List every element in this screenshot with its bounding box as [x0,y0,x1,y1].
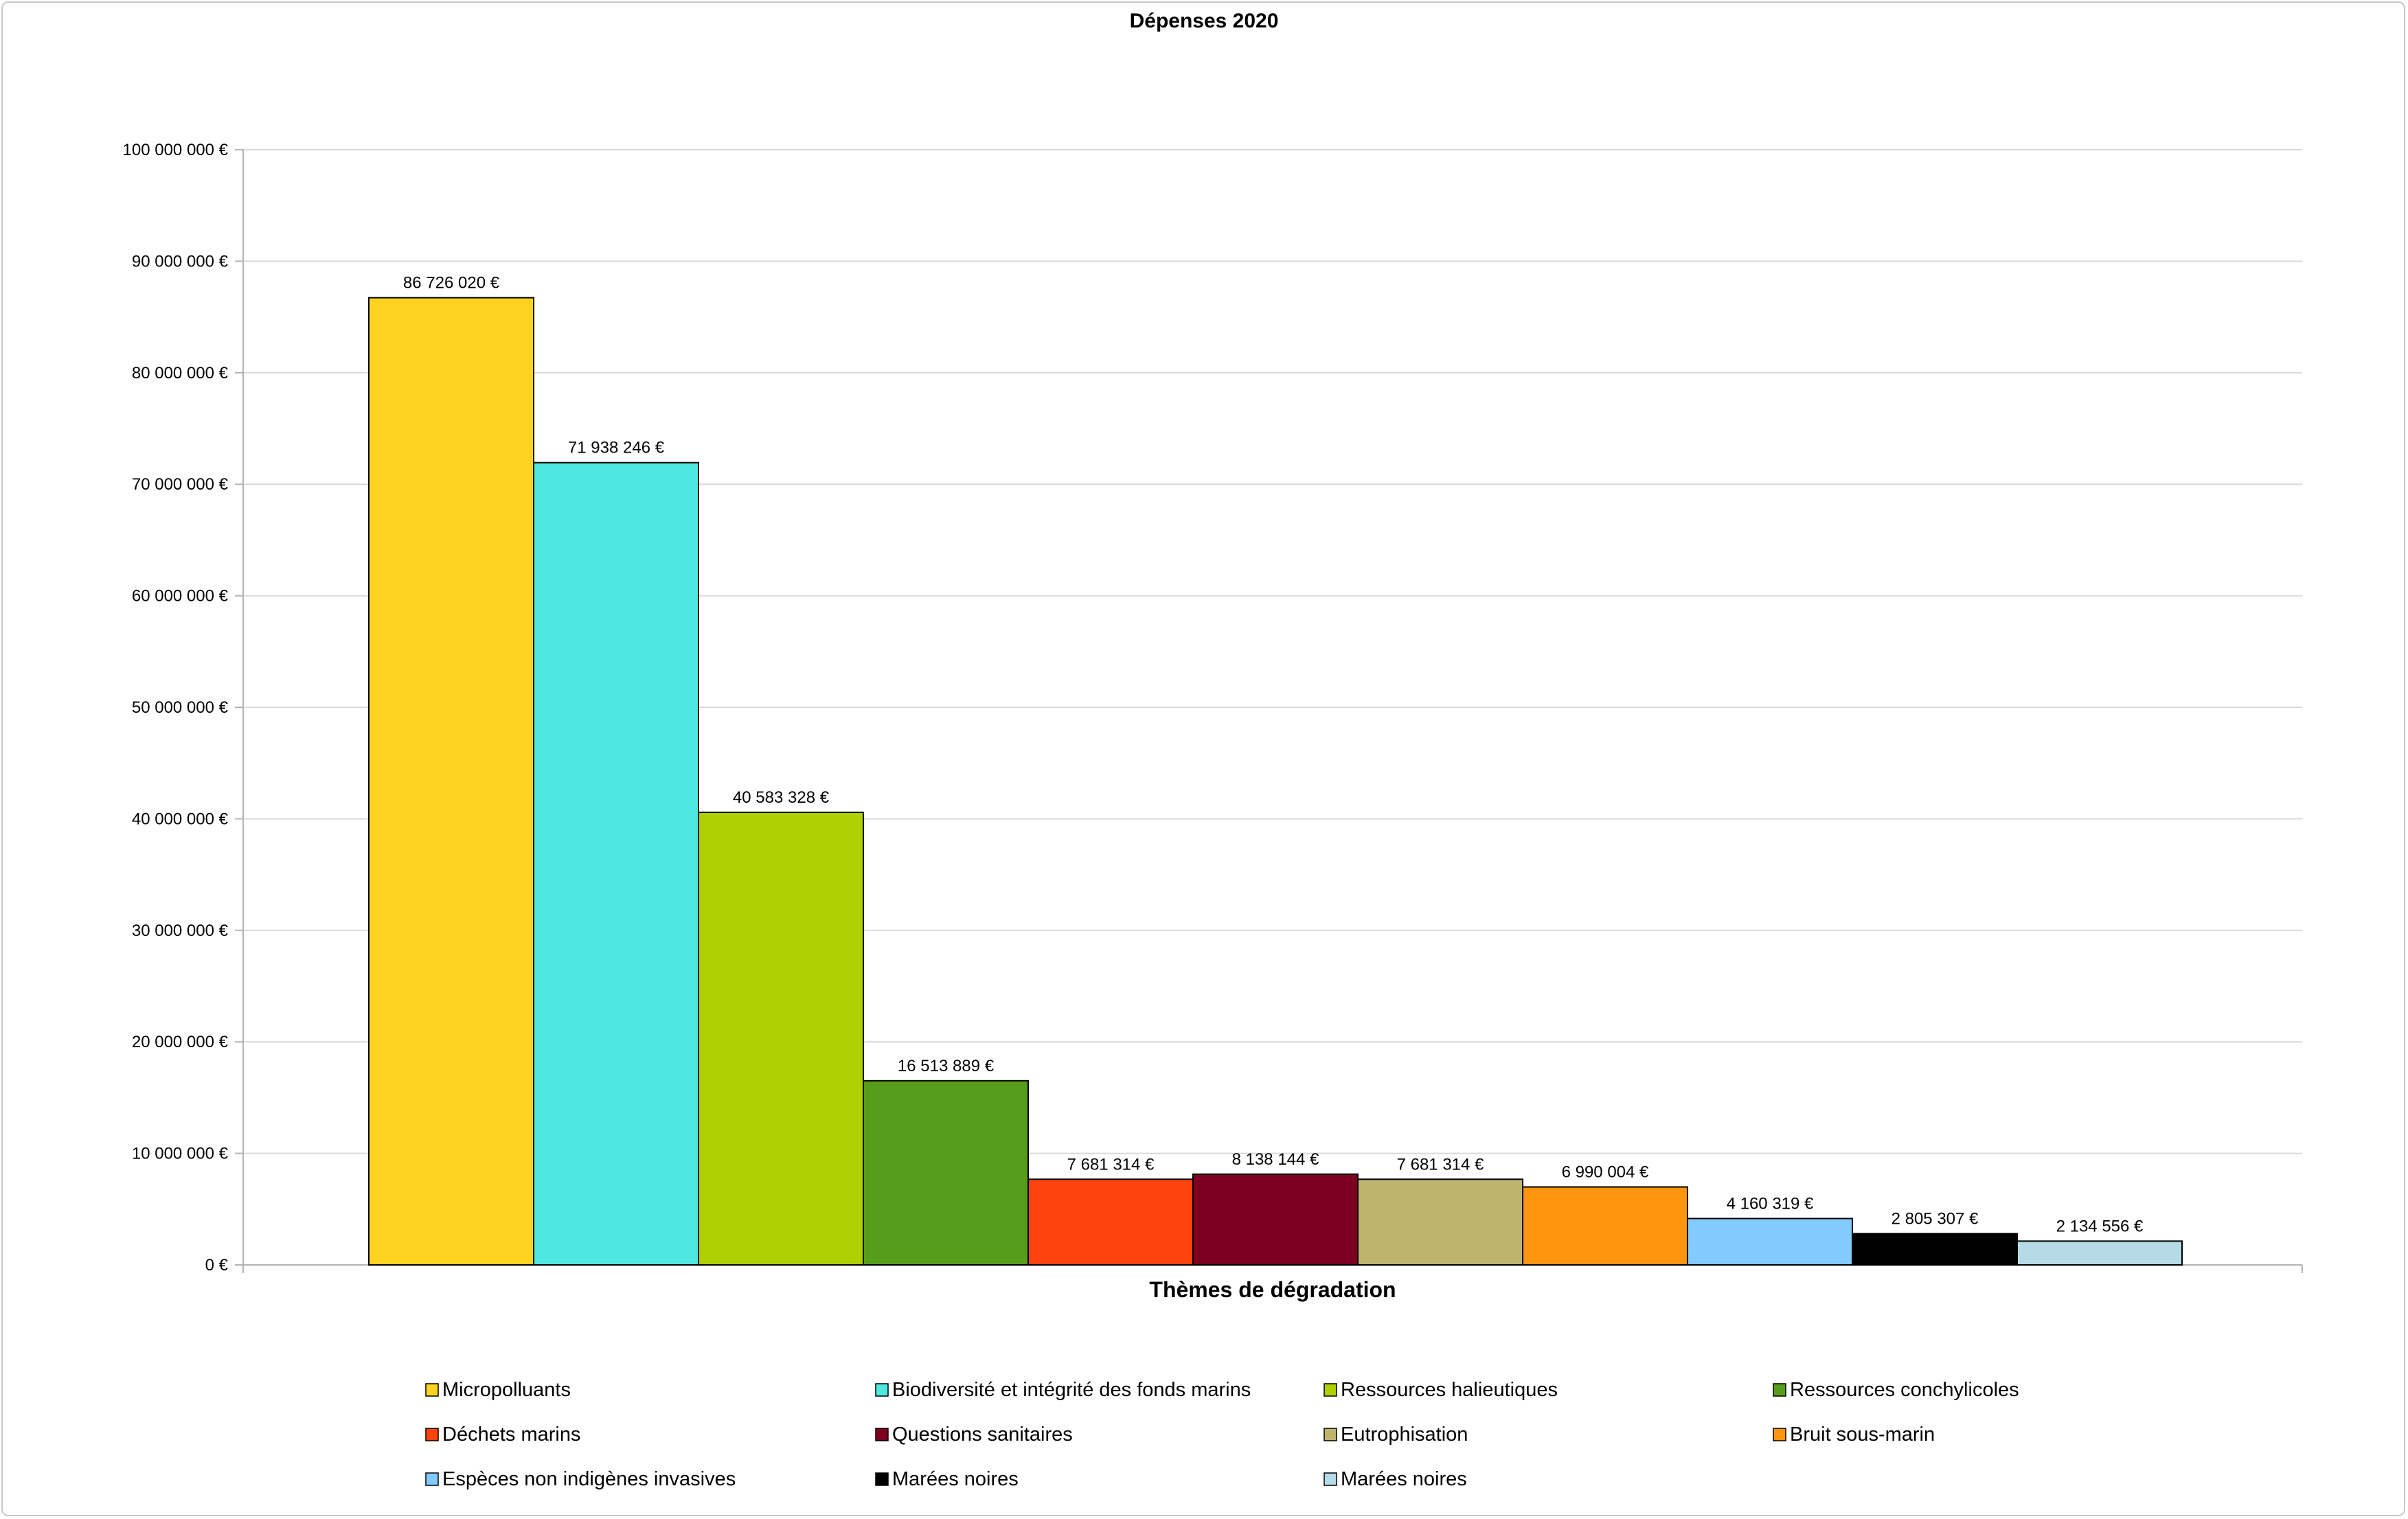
x-axis-title: Thèmes de dégradation [1149,1277,1396,1302]
bar [863,1080,1029,1266]
data-label: 40 583 328 € [733,788,830,807]
legend-label: Questions sanitaires [892,1424,1073,1446]
data-label: 86 726 020 € [403,274,500,293]
legend-swatch [425,1383,439,1397]
data-label: 2 134 556 € [2056,1217,2144,1235]
bar [1027,1178,1194,1266]
y-tick-label: 100 000 000 € [123,141,229,159]
bar [1192,1173,1359,1266]
legend-label: Espèces non indigènes invasives [442,1468,736,1490]
y-tick-label: 30 000 000 € [132,922,229,940]
y-tick-label: 10 000 000 € [132,1145,229,1163]
data-label: 71 938 246 € [568,439,665,457]
data-label: 8 138 144 € [1232,1150,1319,1169]
y-tick-label: 0 € [205,1256,229,1275]
y-tick-label: 90 000 000 € [132,252,229,271]
y-tick-label: 80 000 000 € [132,364,229,382]
bar [698,811,864,1266]
y-tick-label: 20 000 000 € [132,1033,229,1051]
y-tick-label: 60 000 000 € [132,587,229,606]
data-label: 4 160 319 € [1727,1194,1814,1213]
bar [533,461,699,1266]
bar [1522,1186,1688,1266]
data-label: 7 681 314 € [1067,1155,1155,1174]
data-label: 2 805 307 € [1892,1209,1979,1228]
legend-swatch [425,1428,439,1441]
y-tick-label: 40 000 000 € [132,810,229,828]
legend-swatch [1773,1428,1786,1441]
bar [1852,1233,2018,1266]
data-label: 6 990 004 € [1562,1163,1649,1181]
legend-swatch [425,1472,439,1486]
legend-swatch [875,1472,889,1486]
bar [2017,1240,2183,1266]
legend-swatch [1324,1383,1337,1397]
legend-label: Marées noires [1341,1468,1467,1490]
bar [368,297,534,1266]
y-tick-label: 50 000 000 € [132,698,229,717]
data-label: 7 681 314 € [1397,1155,1484,1174]
legend-swatch [875,1428,889,1441]
y-tick-label: 70 000 000 € [132,475,229,494]
legend-label: Bruit sous-marin [1790,1424,1935,1446]
legend-swatch [1773,1383,1786,1397]
legend-swatch [1324,1428,1337,1441]
legend-swatch [1324,1472,1337,1486]
legend-label: Marées noires [892,1468,1019,1490]
legend-swatch [875,1383,889,1397]
legend-label: Ressources conchylicoles [1790,1379,2019,1401]
legend-label: Eutrophisation [1341,1424,1468,1446]
legend-label: Micropolluants [442,1379,571,1401]
bar [1357,1178,1523,1266]
legend-label: Biodiversité et intégrité des fonds mari… [892,1379,1251,1401]
chart-title: Dépenses 2020 [1129,10,1279,32]
legend-label: Ressources halieutiques [1341,1379,1558,1401]
data-label: 16 513 889 € [898,1057,995,1075]
legend-label: Déchets marins [442,1424,580,1446]
bar [1687,1218,1853,1266]
